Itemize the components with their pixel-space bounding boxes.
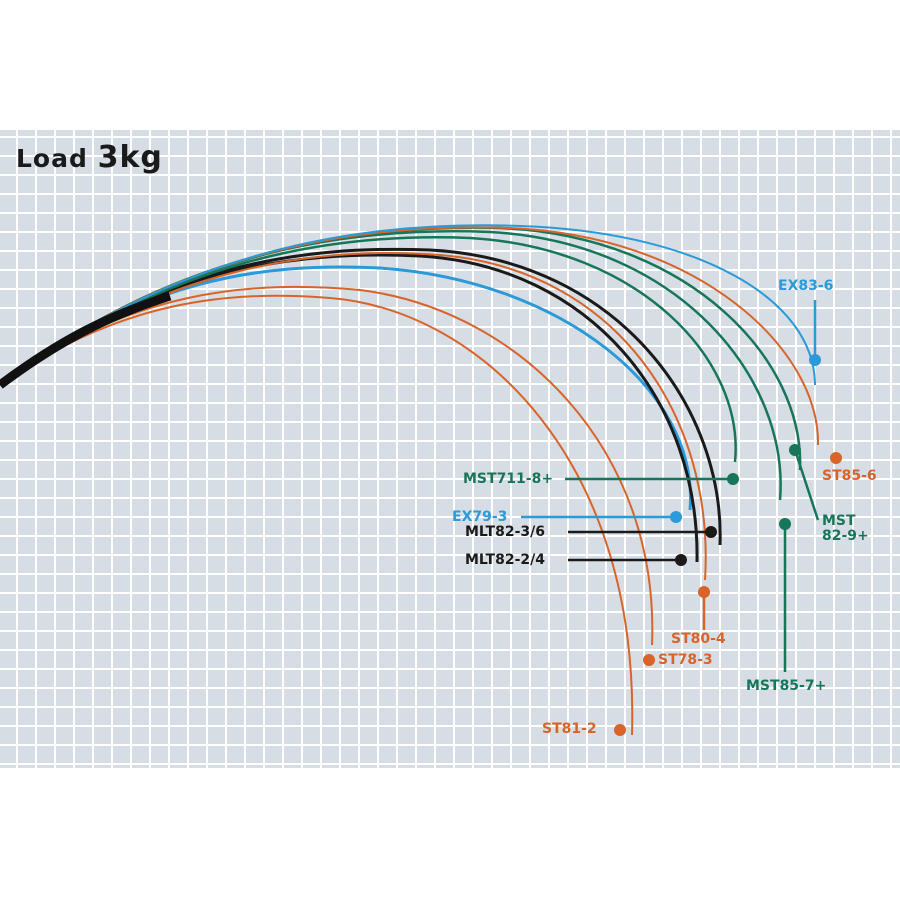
leader-mlt82-3-6 bbox=[568, 526, 717, 538]
leader-ex83-6 bbox=[809, 300, 821, 366]
label-st80-4: ST80-4 bbox=[671, 631, 726, 647]
load-label: Load bbox=[16, 144, 88, 173]
leader-mst85-7 bbox=[779, 518, 791, 672]
curve-ex79-3 bbox=[0, 265, 692, 511]
rod-butt bbox=[0, 291, 172, 389]
curve-st81-2 bbox=[0, 294, 634, 736]
label-mst82-9-line1: MST bbox=[822, 513, 856, 529]
load-title: Load 3kg bbox=[16, 140, 163, 175]
label-mst711-8: MST711-8+ bbox=[463, 471, 554, 487]
curve-st85-6 bbox=[0, 226, 820, 446]
leader-ex79-3 bbox=[521, 511, 682, 523]
leader-st85-6 bbox=[830, 452, 842, 464]
curve-ex83-6 bbox=[0, 224, 816, 386]
leader-mlt82-2-4 bbox=[568, 554, 687, 566]
label-ex79-3: EX79-3 bbox=[452, 509, 508, 525]
leader-mst82-9 bbox=[789, 444, 820, 521]
label-st85-6: ST85-6 bbox=[822, 468, 877, 484]
leader-st78-3 bbox=[643, 654, 655, 666]
label-mlt82-2-4: MLT82-2/4 bbox=[465, 552, 545, 568]
label-st78-3: ST78-3 bbox=[658, 652, 713, 668]
leader-st81-2 bbox=[614, 724, 626, 736]
label-mst82-9-line2: 82-9+ bbox=[822, 528, 869, 544]
label-st81-2: ST81-2 bbox=[542, 721, 597, 737]
load-value: 3kg bbox=[97, 140, 163, 175]
leader-mst711-8 bbox=[565, 473, 739, 485]
label-mlt82-3-6: MLT82-3/6 bbox=[465, 524, 545, 540]
curve-mlt82-3-6 bbox=[0, 247, 722, 546]
label-ex83-6: EX83-6 bbox=[778, 278, 834, 294]
curve-mst85-7 bbox=[0, 230, 782, 501]
label-mst85-7: MST85-7+ bbox=[746, 678, 827, 694]
curve-mst711-8 bbox=[0, 235, 737, 463]
leader-st80-4 bbox=[698, 586, 710, 630]
curve-mst82-9 bbox=[0, 226, 802, 471]
curve-st78-3 bbox=[0, 285, 654, 646]
